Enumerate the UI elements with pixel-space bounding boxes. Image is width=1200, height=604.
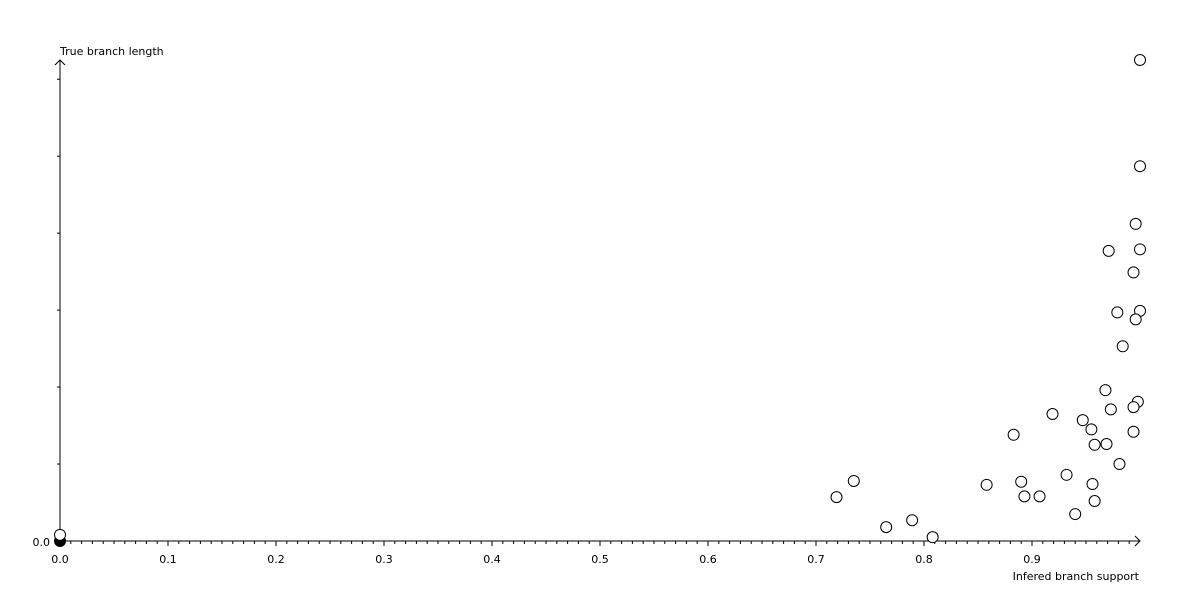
data-point [1116,340,1129,353]
data-point [1015,475,1028,488]
y-axis-arrow [54,59,66,66]
x-tick-label: 0.8 [915,553,933,566]
data-point [1113,458,1126,471]
data-point [847,474,860,487]
y-axis-label: True branch length [59,45,164,58]
x-tick-label: 0.0 [51,553,69,566]
data-point [1127,425,1140,438]
data-point [1129,313,1142,326]
data-point [1086,478,1099,491]
x-tick-label: 0.1 [159,553,177,566]
data-point [1134,243,1146,256]
data-point [1007,428,1020,441]
x-tick-label: 0.7 [807,553,825,566]
data-point [1046,408,1059,421]
data-point [1127,266,1140,279]
x-tick-label: 0.9 [1023,553,1041,566]
data-point [1111,306,1124,319]
data-point [1127,401,1140,414]
data-point [1033,490,1046,503]
data-point [1088,494,1101,507]
data-point [1099,384,1112,397]
data-point [1129,217,1142,230]
data-point [1076,414,1089,427]
x-tick-label: 0.4 [483,553,501,566]
x-tick-label: 0.3 [375,553,393,566]
data-point [926,531,939,544]
x-axis-label: Infered branch support [1013,570,1140,583]
data-point [1069,508,1082,521]
data-point [1100,438,1113,451]
data-point [980,478,993,491]
data-point [1134,160,1146,173]
x-tick-label: 0.6 [699,553,717,566]
ticks [57,78,1130,546]
x-tick-label: 0.5 [591,553,609,566]
data-point [54,528,66,541]
data-points [54,54,1146,547]
x-axis-arrow [1134,535,1141,547]
x-tick-label: 0.2 [267,553,285,566]
data-point [1060,468,1073,481]
data-point [880,521,893,534]
y-tick-label-0: 0.0 [33,536,51,549]
data-point [1085,423,1098,436]
data-point [1088,438,1101,451]
axes [54,59,1141,547]
data-point [1102,244,1115,257]
data-point [906,514,919,527]
data-point [1018,490,1031,503]
data-point [1104,403,1117,416]
data-point [1134,54,1146,66]
data-point [830,491,843,504]
